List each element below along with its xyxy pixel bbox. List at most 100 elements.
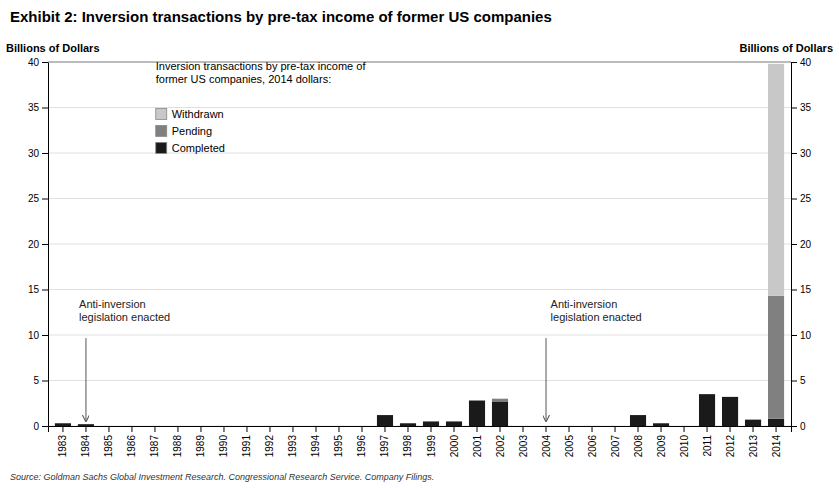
tick-mark: [42, 381, 48, 382]
tick-mark: [684, 426, 685, 432]
tick: 1985: [103, 426, 114, 457]
bar: [55, 423, 71, 426]
bar: [308, 426, 324, 427]
tick: 5: [33, 375, 48, 386]
bar: [147, 426, 163, 427]
bar: [561, 426, 577, 427]
tick-mark: [791, 153, 797, 154]
tick-mark: [615, 426, 616, 432]
tick-mark: [42, 199, 48, 200]
tick: 2005: [564, 426, 575, 457]
bar: [147, 426, 163, 427]
bar: [55, 423, 71, 424]
tick: 2013: [748, 426, 759, 457]
bar: [423, 421, 439, 426]
bar: [400, 423, 416, 424]
tick-mark: [791, 244, 797, 245]
tick-mark: [791, 108, 797, 109]
tick-mark: [292, 426, 293, 432]
y-axis: 0510152025303540: [28, 57, 49, 432]
tick: 2006: [587, 426, 598, 457]
annotation: Anti-inversionlegislation enacted: [79, 298, 170, 323]
bar: [170, 426, 186, 427]
annotations: Anti-inversionlegislation enactedAnti-in…: [79, 298, 642, 422]
y2-axis-label: Billions of Dollars: [739, 42, 833, 54]
bar: [492, 401, 508, 426]
tick-label: 25: [800, 193, 812, 204]
bar: [170, 426, 186, 427]
bar: [377, 415, 393, 416]
bar: [630, 415, 646, 416]
tick-mark: [223, 426, 224, 432]
bar: [768, 419, 784, 426]
grid-line: [48, 380, 791, 381]
tick-label: 40: [800, 57, 812, 68]
tick: 25: [28, 193, 48, 204]
tick-mark: [361, 426, 362, 432]
tick: 25: [791, 193, 812, 204]
tick: 35: [791, 102, 812, 113]
tick-label: 30: [28, 148, 40, 159]
tick-label: 2011: [702, 435, 713, 457]
grid-line: [48, 289, 791, 290]
tick-mark: [431, 426, 432, 432]
series: [55, 394, 784, 426]
tick-label: 1994: [310, 435, 321, 458]
bar: [170, 426, 186, 427]
tick: 1983: [57, 426, 68, 457]
tick-label: 15: [28, 284, 40, 295]
tick: 1998: [402, 426, 413, 457]
axis-line: [42, 63, 49, 427]
bar: [193, 426, 209, 427]
bar: [630, 415, 646, 416]
bar: [676, 426, 692, 427]
bar: [285, 426, 301, 427]
bar: [722, 397, 738, 426]
tick-label: 1985: [103, 435, 114, 458]
tick-mark: [791, 426, 797, 427]
y-axis-label: Billions of Dollars: [6, 42, 100, 54]
bar: [308, 426, 324, 427]
grid-line: [48, 335, 791, 336]
tick-label: 2012: [725, 435, 736, 458]
tick-mark: [154, 426, 155, 432]
tick-label: 2003: [518, 435, 529, 458]
tick-label: 1988: [172, 435, 183, 458]
tick-label: 2000: [449, 435, 460, 458]
annotation-arrow: [546, 338, 547, 421]
text-line: legislation enacted: [551, 311, 642, 323]
bar: [400, 423, 416, 424]
tick-label: 1995: [333, 435, 344, 458]
bar: [193, 426, 209, 427]
tick: 2003: [518, 426, 529, 457]
bar: [492, 399, 508, 402]
bar: [78, 424, 94, 426]
tick: 0: [33, 421, 48, 432]
grid-line: [48, 198, 791, 199]
bar: [653, 423, 669, 424]
tick: 35: [28, 102, 48, 113]
chart: Exhibit 2: Inversion transactions by pre…: [0, 0, 839, 488]
legend-swatch: [156, 108, 167, 119]
bar: [469, 400, 485, 401]
tick-mark: [384, 426, 385, 432]
bar: [377, 415, 393, 426]
tick: 1996: [356, 426, 367, 457]
tick-label: 1984: [80, 435, 91, 458]
legend-item: Pending: [156, 125, 212, 137]
tick-mark: [42, 108, 48, 109]
bar: [55, 423, 71, 424]
bar: [285, 426, 301, 427]
tick-label: 1999: [426, 435, 437, 458]
bar: [676, 426, 692, 427]
tick-label: 1990: [218, 435, 229, 458]
tick-mark: [177, 426, 178, 432]
bars: [55, 64, 784, 426]
bar: [653, 423, 669, 426]
bar: [354, 426, 370, 427]
bar: [515, 426, 531, 427]
bar: [101, 426, 117, 427]
tick-label: 2005: [564, 435, 575, 458]
tick-label: 10: [800, 330, 812, 341]
title: Exhibit 2: Inversion transactions by pre…: [10, 8, 552, 25]
